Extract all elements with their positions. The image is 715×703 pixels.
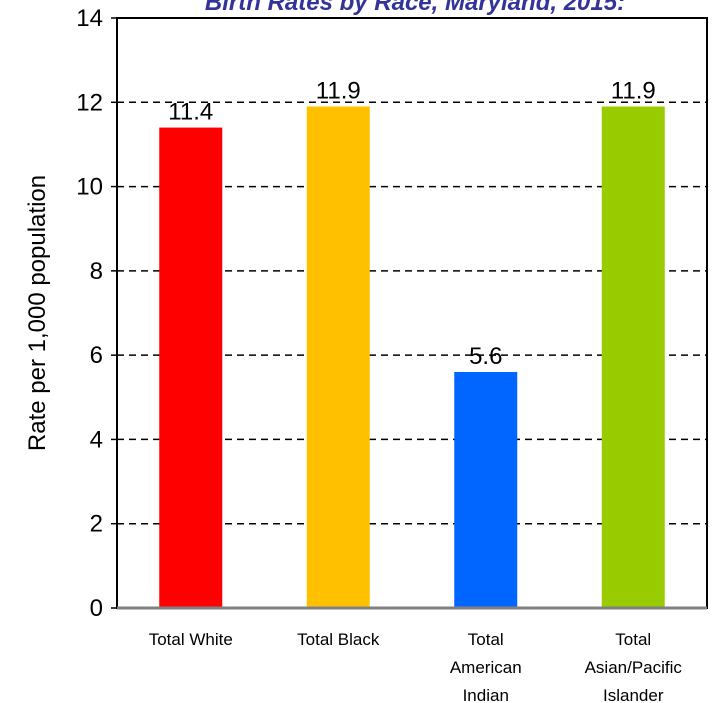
category-label-3-line-1: Total (468, 630, 504, 649)
category-label-4-line-1: Total (615, 630, 651, 649)
y-tick-label-0: 0 (90, 595, 103, 622)
x-axis-categories: Total White Total Black Total American India… (149, 630, 683, 703)
bar-3 (454, 372, 518, 608)
y-tick-label-1: 2 (90, 511, 103, 538)
bars (159, 106, 665, 609)
y-tick-label-3: 6 (90, 342, 103, 369)
y-tick-label-6: 12 (76, 89, 103, 116)
bar-4 (601, 106, 665, 608)
y-tick-label-5: 10 (76, 174, 103, 201)
category-label-2-line-1: Total Black (297, 630, 380, 649)
data-label-2: 11.9 (316, 78, 361, 105)
data-labels: 11.4 11.9 5.6 11.9 (168, 78, 655, 371)
category-label-4-line-2: Asian/Pacific (585, 658, 683, 677)
category-label-3-line-2: American (450, 658, 522, 677)
data-label-4: 11.9 (611, 78, 656, 105)
data-label-3: 5.6 (469, 343, 502, 370)
y-tick-label-2: 4 (90, 426, 103, 453)
y-axis-label: Rate per 1,000 population (24, 175, 51, 451)
chart-title: Birth Rates by Race, Maryland, 2015: (205, 0, 625, 16)
y-axis-ticks: 0 2 4 6 8 10 12 14 (76, 5, 117, 622)
bar-2 (306, 106, 370, 608)
category-label-3-line-3: Indian (463, 686, 509, 703)
y-tick-label-4: 8 (90, 258, 103, 285)
data-label-1: 11.4 (168, 99, 213, 126)
plot-frame (116, 17, 708, 610)
category-label-1-line-1: Total White (149, 630, 233, 649)
bar-1 (159, 127, 223, 609)
y-tick-label-7: 14 (76, 5, 103, 32)
category-label-4-line-3: Islander (603, 686, 664, 703)
